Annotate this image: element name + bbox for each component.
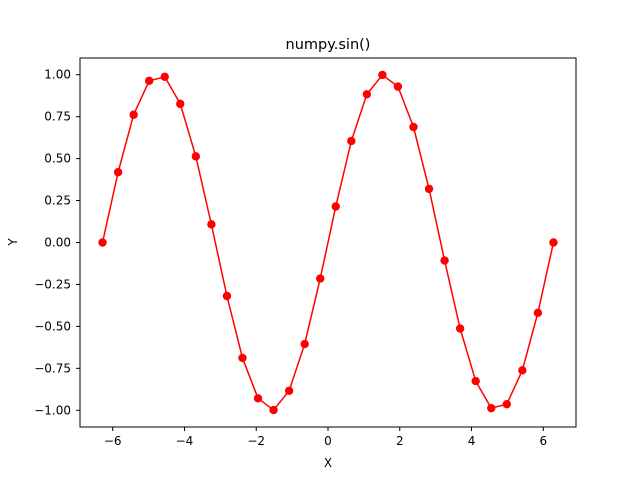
data-point [378,70,387,80]
data-point [347,136,356,146]
y-tick-label: 0.75 [44,110,71,124]
y-tick-label: 1.00 [44,68,71,82]
series-layer [98,70,558,415]
y-tick-label: 0.00 [44,236,71,250]
data-point [487,403,496,413]
data-point [207,220,216,229]
data-point [533,308,543,318]
y-tick-label: −0.25 [34,277,71,291]
y-tick-label: 0.50 [44,152,71,166]
series-line [101,74,555,411]
x-tick-label: 2 [396,434,404,448]
data-point [549,238,558,247]
data-point [113,168,123,177]
y-tick-label: 0.25 [44,194,71,208]
data-point [331,202,340,211]
y-axis-label: Y [6,238,20,247]
y-axis: −1.00 −0.75 −0.50 −0.25 0.00 0.25 0.50 0.75 1.00 [34,68,80,417]
data-point [409,122,418,132]
data-point [191,152,201,161]
data-point [316,274,325,283]
data-point [362,90,372,99]
x-tick-label: 6 [539,434,547,448]
data-point [300,339,309,349]
y-tick-label: −1.00 [34,403,71,417]
data-point [238,353,247,363]
data-point [160,72,169,81]
data-point [269,405,278,415]
data-point [284,386,294,395]
chart-title: numpy.sin() [286,37,371,53]
x-tick-label: 0 [324,434,332,448]
data-point [502,399,511,409]
data-point [393,82,403,91]
y-tick-label: −0.50 [34,319,71,333]
x-tick-label: 4 [468,434,476,448]
x-tick-label: −4 [176,434,194,448]
data-point [455,324,465,333]
data-point [129,110,138,119]
data-point [176,99,185,109]
data-point [253,394,263,403]
x-axis: −6 −4 −2 0 2 4 6 [104,427,547,448]
data-point [144,76,154,86]
x-tick-label: −2 [247,434,265,448]
y-tick-label: −0.75 [34,361,71,375]
data-point [471,376,480,386]
data-point [424,184,434,194]
x-tick-label: −6 [104,434,122,448]
data-point [98,238,107,247]
data-point [440,256,449,265]
x-axis-label: X [324,456,332,470]
data-point [222,291,232,301]
data-point [518,366,527,375]
